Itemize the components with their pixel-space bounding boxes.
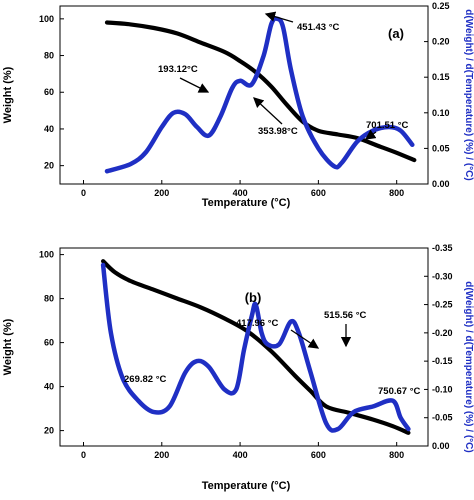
chart-b-y2-tick-label: -0.30 (432, 271, 453, 281)
chart-a-x-ticks: 0 200 400 600 800 (81, 180, 404, 198)
chart-b-ylabel: Weight (%) (2, 318, 14, 375)
chart-a-x-tick-label: 200 (154, 188, 169, 198)
chart-b-y2-tick-label: -0.35 (432, 243, 453, 253)
chart-a-annotation-1: 193.12°C (158, 64, 198, 75)
chart-panel-b: 0 200 400 600 800 20 40 60 80 100 0.00 -0.05 -0.10… (2, 243, 474, 492)
chart-b-y-tick-label: 20 (44, 426, 54, 436)
chart-b-frame (59, 247, 429, 447)
chart-b-annotation-1: 269.82 °C (124, 374, 166, 385)
chart-b-y2-tick-label: -0.20 (432, 328, 453, 338)
chart-b-y-tick-label: 40 (44, 382, 54, 392)
chart-a-y-tick-label: 100 (39, 14, 54, 24)
chart-b-y-tick-label: 60 (44, 338, 54, 348)
chart-b-annotation-2: 417.96 °C (236, 318, 278, 329)
chart-a-y-tick-label: 60 (44, 87, 54, 97)
chart-a-y2-tick-label: 0.00 (432, 179, 450, 189)
chart-a-panel-label: (a) (388, 26, 404, 41)
chart-a-arrow-1 (179, 77, 210, 93)
chart-b-arrow-2 (290, 329, 320, 349)
chart-a-y2-tick-label: 0.10 (432, 108, 450, 118)
chart-a-y2-tick-label: 0.20 (432, 37, 450, 47)
chart-b-y2-tick-label: -0.15 (432, 356, 453, 366)
chart-a-y-tick-label: 80 (44, 51, 54, 61)
chart-a-annotation-3: 451.43 °C (297, 22, 339, 33)
chart-a-y2label: d(Weight) / d(Temperature) (%) / (°C) (463, 9, 474, 180)
chart-b-series (100, 259, 411, 435)
chart-a-series (104, 16, 417, 174)
chart-b-xlabel: Temperature (°C) (202, 480, 291, 492)
chart-b-x-tick-label: 0 (81, 450, 86, 460)
chart-b-panel-label: (b) (245, 290, 262, 305)
chart-a-y-tick-label: 40 (44, 124, 54, 134)
chart-b-series-weight-line (101, 259, 411, 435)
chart-b-x-ticks: 0 200 400 600 800 (81, 442, 404, 460)
chart-a-y2-tick-label: 0.25 (432, 1, 450, 11)
chart-a-y-tick-label: 20 (44, 161, 54, 171)
chart-a-x-tick-label: 0 (81, 188, 86, 198)
chart-b-y2-tick-label: -0.25 (432, 300, 453, 310)
chart-a-x-tick-label: 800 (389, 188, 404, 198)
chart-b-annotation-3: 515.56 °C (324, 310, 366, 321)
chart-a-arrow-3 (264, 11, 294, 23)
chart-a-ylabel: Weight (%) (2, 66, 14, 123)
chart-a-x-tick-label: 600 (311, 188, 326, 198)
chart-b-y2-tick-label: -0.10 (432, 384, 453, 394)
chart-b-x-tick-label: 200 (154, 450, 169, 460)
chart-a-frame (59, 5, 429, 185)
chart-a-series-weight-line (104, 20, 417, 163)
chart-b-y2-tick-label: 0.00 (432, 441, 450, 451)
chart-a-y2-ticks: 0.00 0.05 0.10 0.15 0.20 0.25 (424, 1, 450, 189)
chart-a-arrow-2 (253, 97, 283, 125)
chart-b-y-ticks: 20 40 60 80 100 (39, 250, 64, 436)
chart-b-series-dtg-line (100, 262, 411, 433)
chart-a-annotation-2: 353.98°C (258, 126, 298, 137)
chart-a-annotation-4: 701.51 °C (366, 120, 408, 131)
chart-b-annotation-4: 750.67 °C (378, 386, 420, 397)
chart-b-x-tick-label: 600 (311, 450, 326, 460)
chart-b-x-tick-label: 800 (389, 450, 404, 460)
chart-a-y2-tick-label: 0.15 (432, 72, 450, 82)
chart-a-x-tick-label: 400 (233, 188, 248, 198)
chart-a-arrow-4 (364, 129, 377, 140)
chart-a-xlabel: Temperature (°C) (202, 197, 291, 209)
chart-b-y-tick-label: 100 (39, 250, 54, 260)
chart-a-series-dtg-line (104, 16, 415, 174)
chart-b-y2-tick-label: -0.05 (432, 413, 453, 423)
chart-b-y-tick-label: 80 (44, 294, 54, 304)
chart-b-x-tick-label: 400 (233, 450, 248, 460)
chart-b-y2-ticks: 0.00 -0.05 -0.10 -0.15 -0.20 -0.25 -0.30 -0.35 (424, 243, 453, 451)
chart-a-y-ticks: 20 40 60 80 100 (39, 14, 64, 171)
chart-a-y2-tick-label: 0.05 (432, 143, 450, 153)
chart-b-y2label: d(Weight) / d(Temperature) (%) / (°C) (463, 281, 474, 452)
